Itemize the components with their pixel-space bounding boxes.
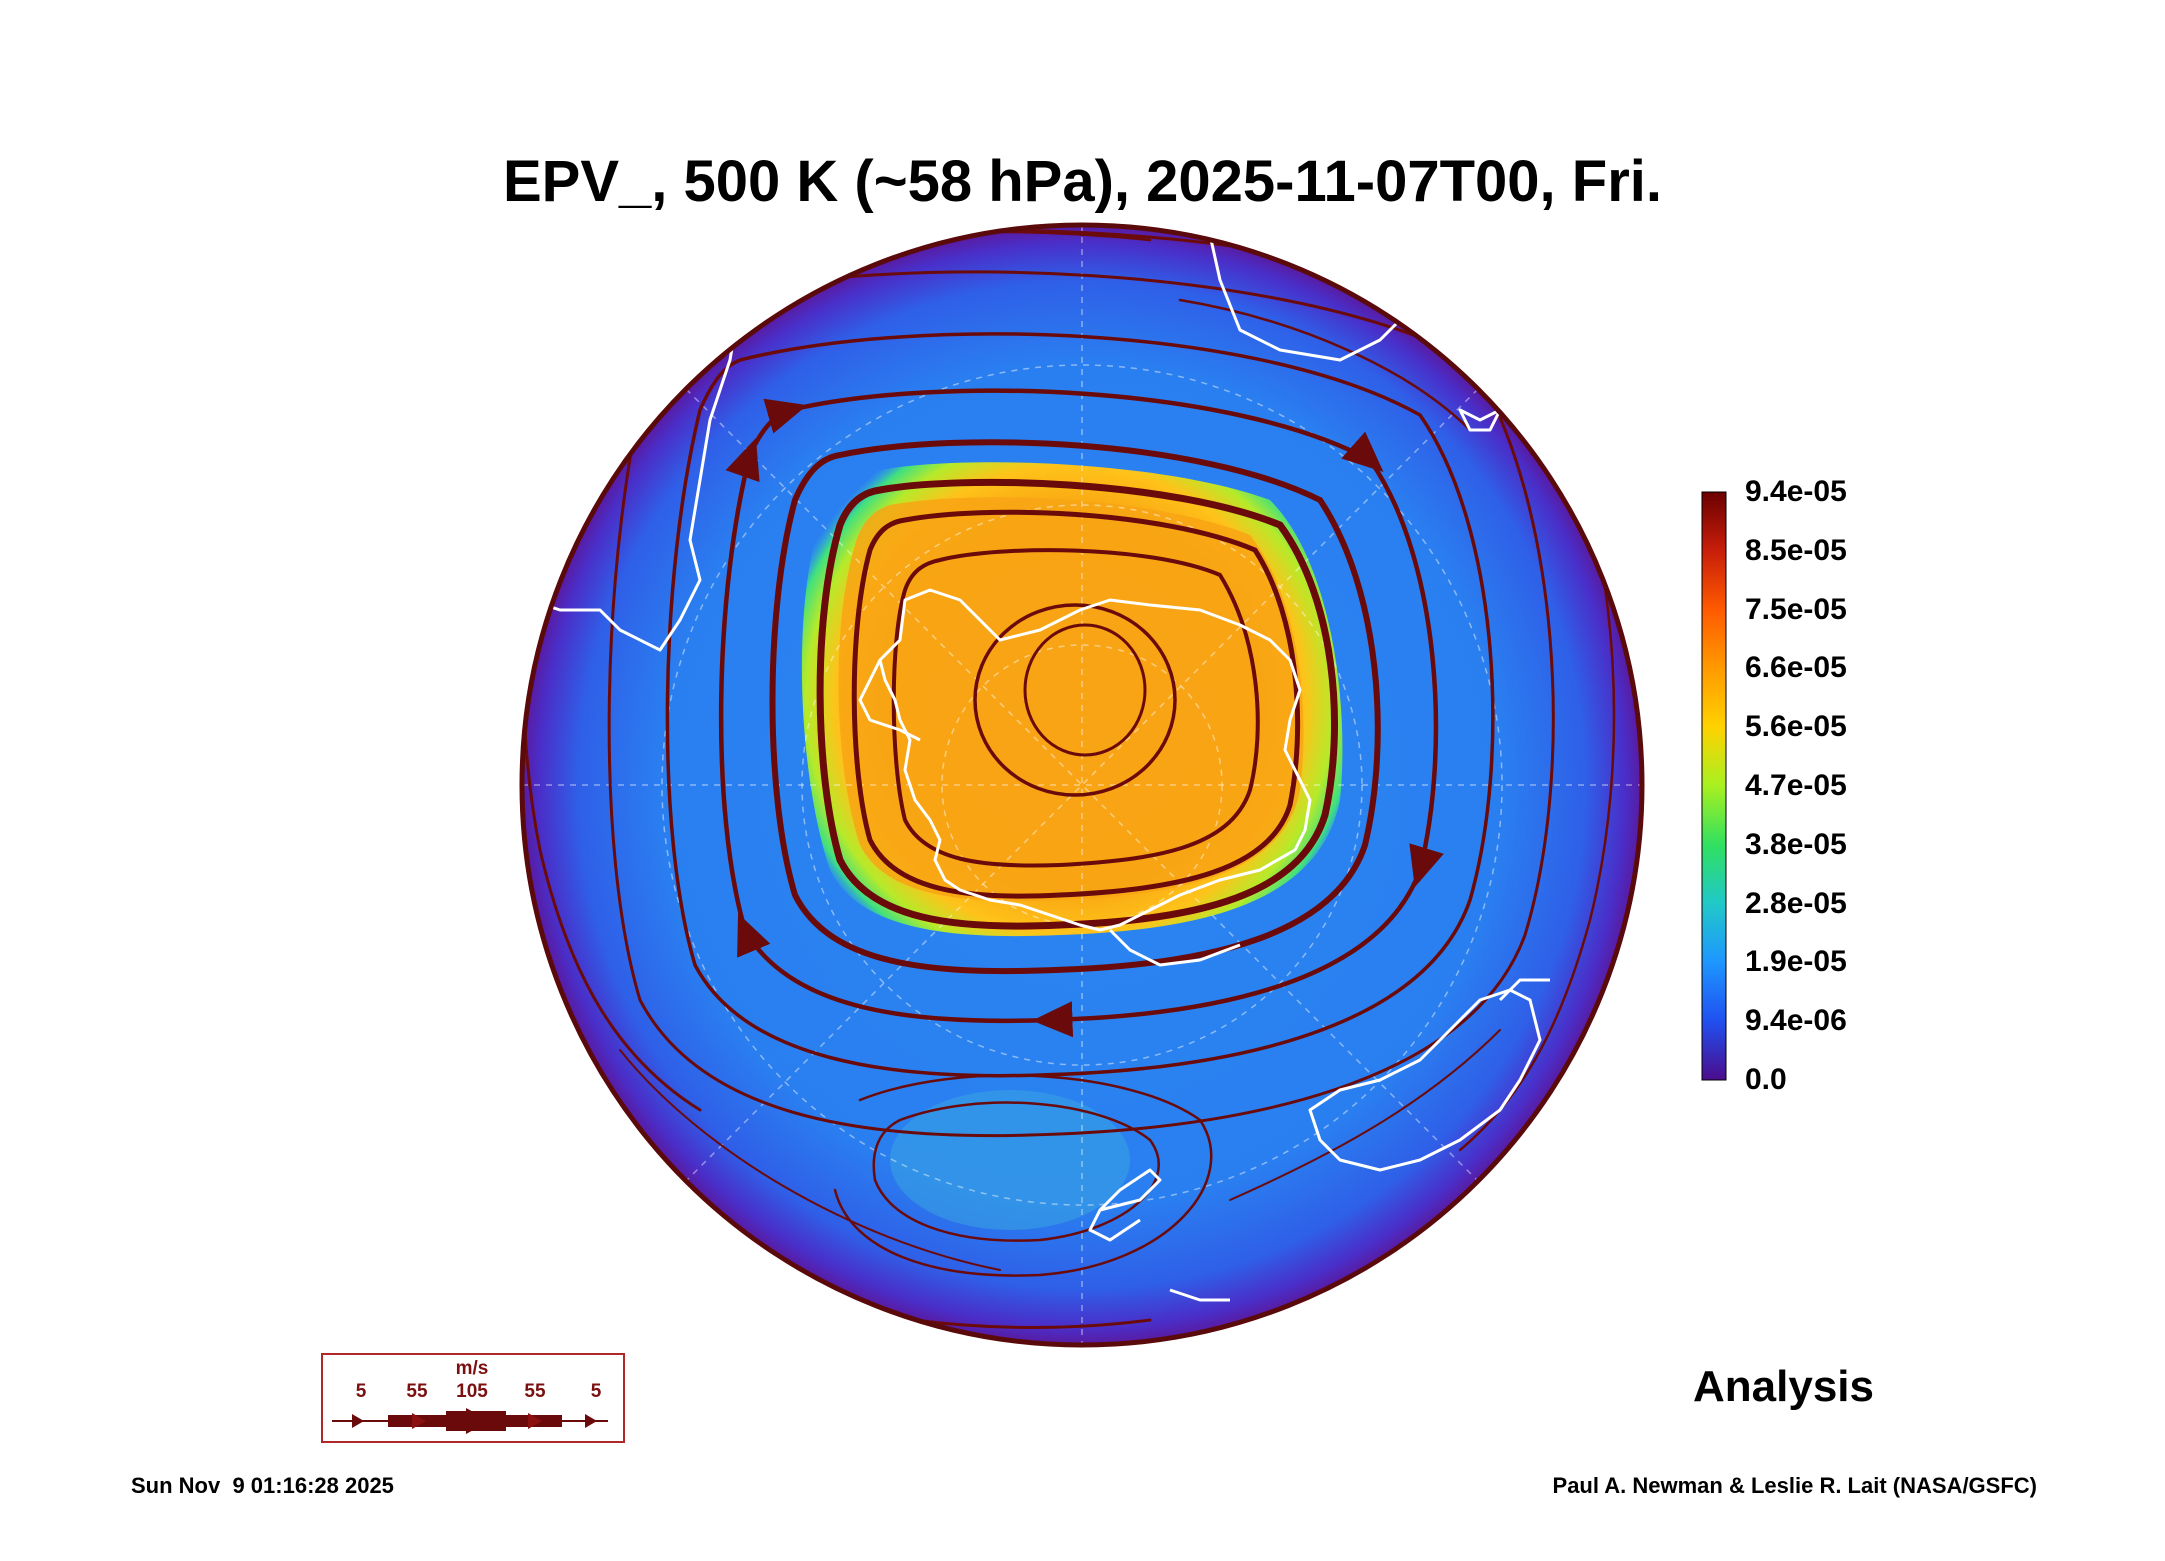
wind-legend-value: 55: [524, 1381, 546, 1402]
analysis-label: Analysis: [1693, 1362, 1874, 1411]
timestamp: Sun Nov 9 01:16:28 2025: [131, 1473, 394, 1498]
field-disc: [522, 225, 1642, 1345]
wind-legend-value: 105: [456, 1381, 488, 1402]
colorbar: [1701, 491, 1727, 1081]
wind-legend-value: 55: [406, 1381, 428, 1402]
wind-legend-arrows: [332, 1408, 608, 1434]
colorbar-tick: 6.6e-05: [1745, 651, 1847, 684]
colorbar-tick: 7.5e-05: [1745, 593, 1847, 626]
colorbar-tick: 9.4e-06: [1745, 1004, 1847, 1037]
wind-legend-value: 5: [590, 1381, 602, 1402]
wind-legend: [321, 1353, 625, 1443]
wind-legend-value: 5: [355, 1381, 367, 1402]
wind-legend-unit: m/s: [455, 1358, 489, 1379]
disc-border: [519, 222, 1645, 1348]
colorbar-tick: 1.9e-05: [1745, 945, 1847, 978]
colorbar-tick: 3.8e-05: [1745, 828, 1847, 861]
map-title: EPV_, 500 K (~58 hPa), 2025-11-07T00, Fr…: [502, 149, 1663, 214]
colorbar-tick: 9.4e-05: [1745, 475, 1847, 508]
colorbar-tick: 0.0: [1745, 1063, 1787, 1096]
coastlines: [522, 234, 1550, 1302]
colorbar-tick: 2.8e-05: [1745, 887, 1847, 920]
colorbar-tick: 8.5e-05: [1745, 534, 1847, 567]
credit: Paul A. Newman & Leslie R. Lait (NASA/GS…: [1552, 1473, 2037, 1498]
colorbar-tick: 4.7e-05: [1745, 769, 1847, 802]
colorbar-tick: 5.6e-05: [1745, 710, 1847, 743]
